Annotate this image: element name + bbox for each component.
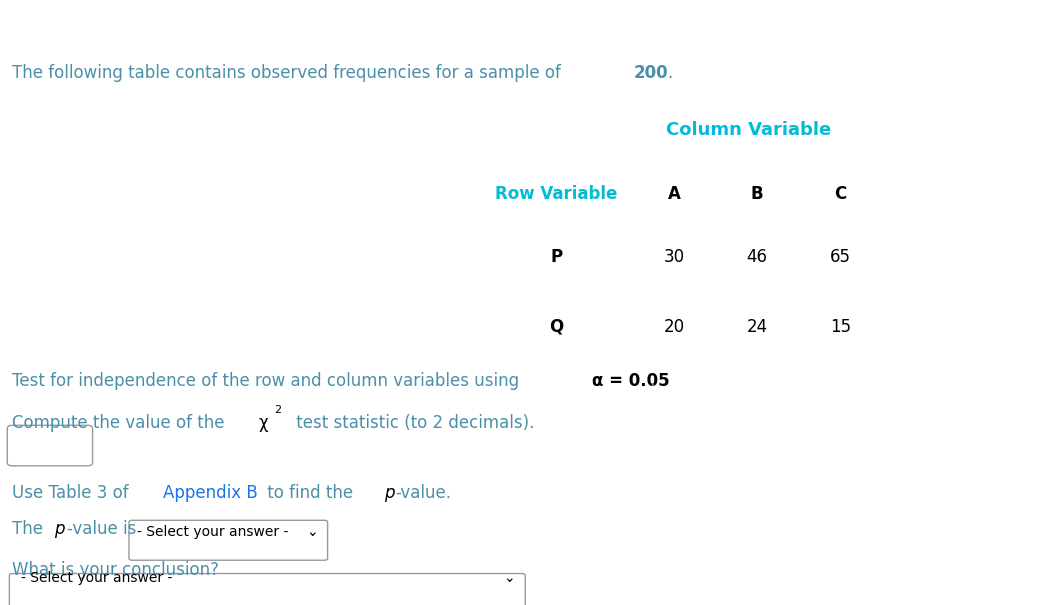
Text: - Select your answer -: - Select your answer - bbox=[21, 571, 173, 584]
Text: 15: 15 bbox=[830, 318, 851, 336]
Text: 30: 30 bbox=[664, 248, 684, 266]
Text: Use Table 3 of: Use Table 3 of bbox=[12, 484, 134, 502]
Text: χ: χ bbox=[259, 414, 268, 433]
Text: Row Variable: Row Variable bbox=[495, 185, 618, 203]
Text: P: P bbox=[550, 248, 563, 266]
Text: 200: 200 bbox=[633, 64, 668, 82]
Text: The following table contains observed frequencies for a sample of: The following table contains observed fr… bbox=[12, 64, 567, 82]
Text: - Select your answer -: - Select your answer - bbox=[137, 525, 289, 539]
Text: B: B bbox=[751, 185, 763, 203]
Text: 24: 24 bbox=[747, 318, 768, 336]
Text: 20: 20 bbox=[664, 318, 684, 336]
FancyBboxPatch shape bbox=[9, 574, 525, 605]
Text: ⌄: ⌄ bbox=[306, 525, 317, 539]
Text: What is your conclusion?: What is your conclusion? bbox=[12, 561, 219, 580]
Text: A: A bbox=[668, 185, 680, 203]
Text: p: p bbox=[54, 520, 64, 538]
Text: .: . bbox=[645, 372, 655, 390]
Text: -value is: -value is bbox=[67, 520, 136, 538]
Text: p: p bbox=[384, 484, 394, 502]
Text: Column Variable: Column Variable bbox=[667, 121, 831, 139]
Text: Test for independence of the row and column variables using: Test for independence of the row and col… bbox=[12, 372, 525, 390]
Text: α = 0.05: α = 0.05 bbox=[592, 372, 670, 390]
Text: Q: Q bbox=[549, 318, 564, 336]
Text: test statistic (to 2 decimals).: test statistic (to 2 decimals). bbox=[291, 414, 535, 433]
Text: Compute the value of the: Compute the value of the bbox=[12, 414, 230, 433]
Text: 46: 46 bbox=[747, 248, 768, 266]
Text: .: . bbox=[668, 64, 673, 82]
FancyBboxPatch shape bbox=[7, 425, 93, 466]
Text: The: The bbox=[12, 520, 49, 538]
Text: Appendix B: Appendix B bbox=[163, 484, 258, 502]
FancyBboxPatch shape bbox=[129, 520, 328, 560]
Text: -value.: -value. bbox=[395, 484, 451, 502]
Text: 2: 2 bbox=[275, 405, 282, 416]
Text: 65: 65 bbox=[830, 248, 851, 266]
Text: C: C bbox=[834, 185, 847, 203]
Text: to find the: to find the bbox=[262, 484, 359, 502]
Text: ⌄: ⌄ bbox=[503, 571, 515, 584]
